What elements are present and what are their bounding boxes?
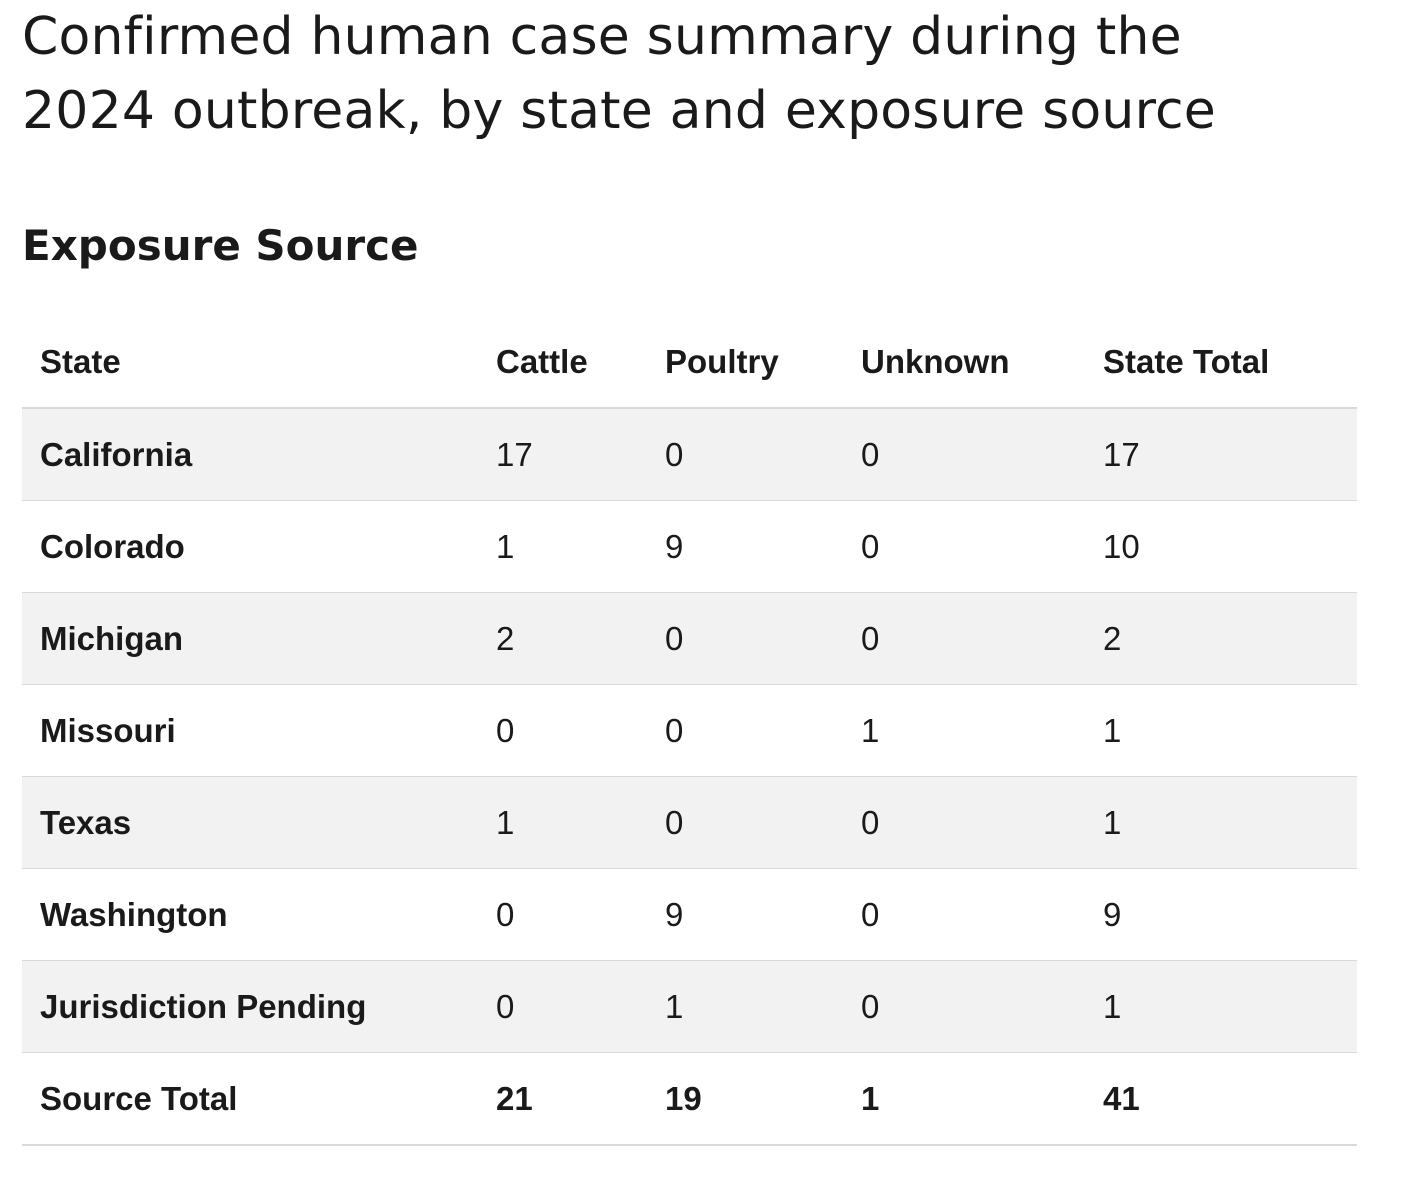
cattle-cell: 0 (478, 684, 647, 777)
state-cell: Michigan (22, 592, 478, 685)
unknown-cell: 0 (843, 868, 1085, 961)
state-total-cell: 17 (1085, 408, 1357, 501)
state-total-cell: 1 (1085, 684, 1357, 777)
cattle-total-cell: 21 (478, 1052, 647, 1146)
poultry-total-cell: 19 (647, 1052, 843, 1146)
state-total-cell: 1 (1085, 776, 1357, 869)
poultry-cell: 9 (647, 868, 843, 961)
state-cell: Jurisdiction Pending (22, 960, 478, 1053)
column-header-poultry: Poultry (647, 316, 843, 409)
poultry-cell: 1 (647, 960, 843, 1053)
page-title: Confirmed human case summary during the … (22, 7, 1216, 141)
table-row: Missouri 0 0 1 1 (22, 684, 1357, 777)
table-row: Texas 1 0 0 1 (22, 776, 1357, 869)
column-header-unknown: Unknown (843, 316, 1085, 409)
table-body: California 17 0 0 17 Colorado 1 9 0 10 M… (22, 408, 1357, 1146)
column-header-cattle: Cattle (478, 316, 647, 409)
table-header: State Cattle Poultry Unknown State Total (22, 316, 1357, 409)
table-row: California 17 0 0 17 (22, 408, 1357, 501)
case-summary-table: State Cattle Poultry Unknown State Total… (22, 316, 1357, 1146)
cattle-cell: 0 (478, 960, 647, 1053)
unknown-cell: 0 (843, 592, 1085, 685)
poultry-cell: 0 (647, 776, 843, 869)
unknown-cell: 0 (843, 960, 1085, 1053)
table-row: Michigan 2 0 0 2 (22, 592, 1357, 685)
poultry-cell: 0 (647, 592, 843, 685)
table-row: Washington 0 9 0 9 (22, 868, 1357, 961)
grand-total-cell: 41 (1085, 1052, 1357, 1146)
state-total-cell: 2 (1085, 592, 1357, 685)
source-total-label: Source Total (22, 1052, 478, 1146)
cattle-cell: 1 (478, 500, 647, 593)
cattle-cell: 1 (478, 776, 647, 869)
state-cell: Colorado (22, 500, 478, 593)
column-header-state-total: State Total (1085, 316, 1357, 409)
table-row: Jurisdiction Pending 0 1 0 1 (22, 960, 1357, 1053)
state-cell: Texas (22, 776, 478, 869)
state-total-cell: 1 (1085, 960, 1357, 1053)
unknown-cell: 0 (843, 408, 1085, 501)
state-total-cell: 9 (1085, 868, 1357, 961)
cattle-cell: 2 (478, 592, 647, 685)
state-cell: Missouri (22, 684, 478, 777)
state-cell: California (22, 408, 478, 501)
unknown-total-cell: 1 (843, 1052, 1085, 1146)
cattle-cell: 0 (478, 868, 647, 961)
state-cell: Washington (22, 868, 478, 961)
unknown-cell: 0 (843, 776, 1085, 869)
poultry-cell: 0 (647, 408, 843, 501)
header-row: State Cattle Poultry Unknown State Total (22, 316, 1357, 409)
table-row: Colorado 1 9 0 10 (22, 500, 1357, 593)
unknown-cell: 1 (843, 684, 1085, 777)
section-heading: Exposure Source (22, 221, 419, 270)
poultry-cell: 9 (647, 500, 843, 593)
column-header-state: State (22, 316, 478, 409)
unknown-cell: 0 (843, 500, 1085, 593)
poultry-cell: 0 (647, 684, 843, 777)
state-total-cell: 10 (1085, 500, 1357, 593)
cattle-cell: 17 (478, 408, 647, 501)
source-total-row: Source Total 21 19 1 41 (22, 1052, 1357, 1146)
